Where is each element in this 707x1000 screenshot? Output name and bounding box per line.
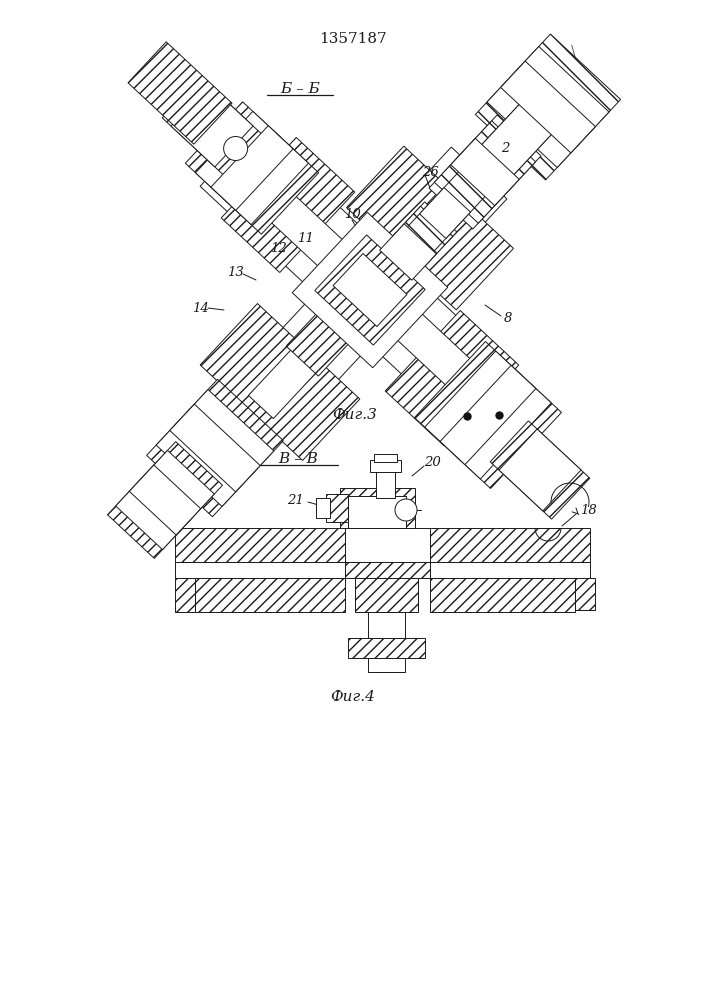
Polygon shape xyxy=(211,126,293,210)
Polygon shape xyxy=(185,102,319,234)
Polygon shape xyxy=(175,578,195,612)
Polygon shape xyxy=(425,351,551,479)
Polygon shape xyxy=(370,460,401,472)
Polygon shape xyxy=(429,115,541,229)
Polygon shape xyxy=(434,121,536,223)
Text: 8: 8 xyxy=(504,312,512,324)
Polygon shape xyxy=(221,137,355,273)
Polygon shape xyxy=(292,212,448,368)
Polygon shape xyxy=(419,188,470,238)
Circle shape xyxy=(223,136,247,160)
Text: Фиг.3: Фиг.3 xyxy=(332,408,378,422)
Text: 14: 14 xyxy=(192,302,209,314)
Polygon shape xyxy=(326,494,348,522)
Polygon shape xyxy=(380,224,436,280)
Polygon shape xyxy=(480,100,556,176)
Polygon shape xyxy=(359,202,457,302)
Text: 20: 20 xyxy=(423,456,440,468)
Text: 18: 18 xyxy=(580,504,597,516)
Polygon shape xyxy=(129,465,201,535)
Polygon shape xyxy=(368,612,405,638)
Polygon shape xyxy=(487,46,609,168)
Polygon shape xyxy=(170,404,260,492)
Text: 12: 12 xyxy=(269,241,286,254)
Polygon shape xyxy=(376,470,395,498)
Polygon shape xyxy=(499,429,581,511)
Polygon shape xyxy=(451,138,519,206)
Polygon shape xyxy=(490,421,590,519)
Polygon shape xyxy=(286,276,384,376)
Text: 1357187: 1357187 xyxy=(319,32,387,46)
Polygon shape xyxy=(248,161,491,419)
Polygon shape xyxy=(315,235,425,345)
Text: 21: 21 xyxy=(286,493,303,506)
Polygon shape xyxy=(200,304,360,460)
Text: 26: 26 xyxy=(421,165,438,178)
Polygon shape xyxy=(215,144,525,436)
Polygon shape xyxy=(374,454,397,462)
Polygon shape xyxy=(162,77,262,175)
Text: 2: 2 xyxy=(501,141,509,154)
Polygon shape xyxy=(346,146,513,310)
Polygon shape xyxy=(128,42,232,144)
Polygon shape xyxy=(196,111,308,225)
Polygon shape xyxy=(175,562,345,578)
Text: Б – Б: Б – Б xyxy=(280,82,320,96)
Text: 13: 13 xyxy=(227,265,243,278)
Polygon shape xyxy=(116,450,214,550)
Polygon shape xyxy=(385,310,519,446)
Polygon shape xyxy=(345,562,430,578)
Polygon shape xyxy=(233,147,507,433)
Polygon shape xyxy=(333,253,407,327)
Polygon shape xyxy=(195,578,345,612)
Polygon shape xyxy=(414,342,561,488)
Polygon shape xyxy=(471,89,566,187)
Polygon shape xyxy=(440,365,536,465)
Text: 10: 10 xyxy=(344,209,361,222)
Text: 3: 3 xyxy=(546,102,554,114)
Polygon shape xyxy=(146,379,284,517)
Text: В – В: В – В xyxy=(278,452,318,466)
Polygon shape xyxy=(575,578,595,610)
Polygon shape xyxy=(368,658,405,672)
Polygon shape xyxy=(316,498,330,518)
Polygon shape xyxy=(363,206,452,298)
Polygon shape xyxy=(107,442,223,558)
Polygon shape xyxy=(340,488,415,528)
Text: Фиг.4: Фиг.4 xyxy=(331,690,375,704)
Polygon shape xyxy=(175,528,345,562)
Polygon shape xyxy=(345,528,430,562)
Polygon shape xyxy=(430,562,590,578)
Polygon shape xyxy=(171,85,253,167)
Text: 11: 11 xyxy=(297,232,313,244)
Polygon shape xyxy=(348,496,406,528)
Polygon shape xyxy=(156,390,274,506)
Polygon shape xyxy=(430,528,590,562)
Circle shape xyxy=(395,499,417,521)
Polygon shape xyxy=(355,578,418,612)
Polygon shape xyxy=(348,638,425,658)
Polygon shape xyxy=(475,34,621,180)
Polygon shape xyxy=(430,578,575,612)
Polygon shape xyxy=(501,61,595,153)
Polygon shape xyxy=(397,163,493,263)
Polygon shape xyxy=(200,128,540,452)
